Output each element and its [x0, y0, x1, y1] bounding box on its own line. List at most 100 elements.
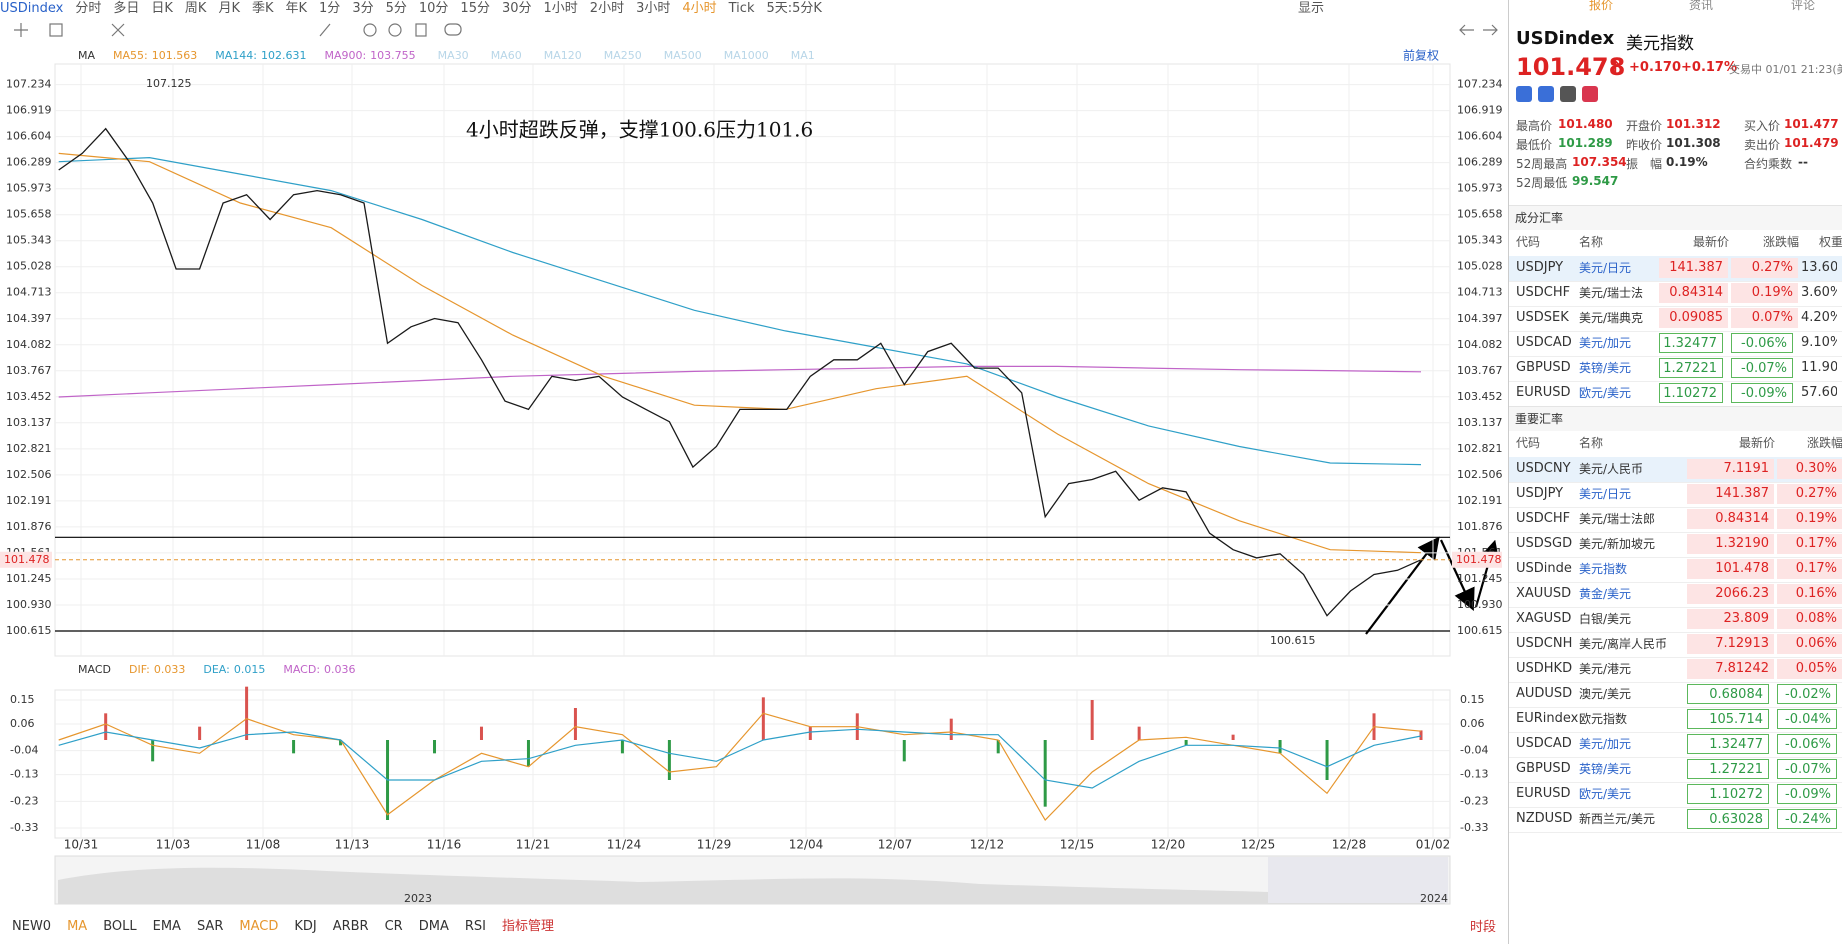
- panel-tab[interactable]: 报价: [1589, 0, 1614, 12]
- period-tab[interactable]: 30分: [501, 1, 532, 16]
- y-tick-label: 0.06: [1460, 717, 1485, 730]
- indicator-tab[interactable]: SAR: [196, 919, 224, 934]
- indicator-tab[interactable]: NEW0: [12, 919, 52, 934]
- macd-legend: MACD DIF: 0.033 DEA: 0.015 MACD: 0.036: [78, 663, 356, 676]
- x-tick-label: 11/03: [156, 838, 191, 852]
- period-tab[interactable]: 季K: [251, 1, 274, 16]
- cell: 101.478: [1687, 559, 1774, 579]
- table-row[interactable]: [1509, 306, 1842, 332]
- cell: -0.04%: [1777, 709, 1837, 729]
- period-tab[interactable]: 2小时: [589, 1, 625, 16]
- period-tab[interactable]: 1分: [319, 1, 341, 16]
- legend-name: DEA:: [203, 663, 229, 676]
- table-row[interactable]: [1509, 732, 1842, 758]
- table-row[interactable]: [1509, 281, 1842, 307]
- legend-name: MA900:: [324, 49, 366, 62]
- cell: 0.07%: [1731, 308, 1798, 328]
- view-select[interactable]: 显示: [1298, 1, 1325, 16]
- table-row[interactable]: [1509, 632, 1842, 658]
- macd-bar: [573, 708, 577, 740]
- cell: 0.84314: [1659, 283, 1728, 303]
- cell: USDCNH: [1516, 636, 1573, 651]
- x-tick-label: 11/21: [516, 838, 551, 852]
- period-tab[interactable]: 15分: [460, 1, 490, 16]
- ma-line: [58, 156, 1422, 466]
- y-tick-label: 104.082: [1457, 338, 1503, 351]
- cell: 11.90%: [1801, 360, 1837, 375]
- indicator-tab[interactable]: MACD: [239, 919, 279, 934]
- x-tick-label: 12/04: [789, 838, 824, 852]
- action-icon[interactable]: [1538, 86, 1554, 102]
- period-tab[interactable]: 年K: [285, 1, 308, 16]
- period-tab[interactable]: 分时: [75, 1, 102, 16]
- cell: USDCNY: [1516, 461, 1571, 476]
- y-tick-label: -0.13: [10, 768, 38, 781]
- legend-name: DIF:: [129, 663, 150, 676]
- table-row[interactable]: [1509, 507, 1842, 533]
- macd-bar: [1090, 700, 1094, 740]
- indicator-tab[interactable]: CR: [384, 919, 403, 934]
- x-tick-label: 01/02: [1416, 838, 1451, 852]
- table-row[interactable]: [1509, 582, 1842, 608]
- table-row[interactable]: [1509, 707, 1842, 733]
- table-row[interactable]: [1509, 657, 1842, 683]
- panel-tab[interactable]: 资讯: [1689, 0, 1714, 12]
- x-tick-label: 12/12: [970, 838, 1005, 852]
- session-tab[interactable]: 时段: [1470, 920, 1497, 935]
- period-tab[interactable]: 10分: [418, 1, 449, 16]
- period-tab[interactable]: Tick: [728, 1, 755, 16]
- y-tick-label: 106.289: [6, 156, 52, 169]
- legend-inactive: MA1000: [724, 49, 769, 62]
- indicator-tab[interactable]: ARBR: [332, 919, 369, 934]
- table-row[interactable]: [1509, 532, 1842, 558]
- period-tab[interactable]: 4小时: [682, 1, 717, 16]
- period-tab[interactable]: 5分: [385, 1, 407, 16]
- indicator-tab[interactable]: RSI: [464, 919, 486, 934]
- stat-value: 101.477: [1784, 117, 1839, 131]
- cell: USDJPY: [1516, 260, 1564, 275]
- period-tab[interactable]: 月K: [218, 1, 240, 16]
- table-row[interactable]: [1509, 557, 1842, 583]
- period-tab[interactable]: 1小时: [543, 1, 578, 16]
- cell: USDJPY: [1516, 486, 1564, 501]
- cell: 7.1191: [1687, 459, 1774, 479]
- macd-bar: [1419, 730, 1423, 740]
- action-icon[interactable]: [1560, 86, 1576, 102]
- table-row[interactable]: [1509, 757, 1842, 783]
- period-tab[interactable]: 多日: [113, 1, 140, 16]
- period-tab[interactable]: 3小时: [636, 1, 671, 16]
- y-tick-label: 107.234: [1457, 78, 1503, 91]
- cell: 3.60%: [1801, 285, 1837, 300]
- indicator-tab[interactable]: MA: [67, 919, 88, 934]
- indicator-tab[interactable]: 指标管理: [501, 919, 554, 934]
- stat-value: 99.547: [1572, 174, 1619, 188]
- indicator-tab[interactable]: BOLL: [103, 919, 137, 934]
- dea-line: [58, 728, 1422, 789]
- cell: USDHKD: [1516, 661, 1573, 676]
- indicator-tab[interactable]: KDJ: [294, 919, 317, 934]
- stat-label: 振 幅: [1626, 157, 1663, 171]
- table-row[interactable]: [1509, 782, 1842, 808]
- action-icon[interactable]: [1516, 86, 1532, 102]
- cell: 欧元指数: [1579, 712, 1628, 726]
- table-row[interactable]: [1509, 331, 1842, 357]
- x-tick-label: 11/16: [427, 838, 462, 852]
- cell: 美元指数: [1579, 562, 1628, 576]
- table-row[interactable]: [1509, 482, 1842, 508]
- column-header: 名称: [1579, 235, 1604, 249]
- table-row[interactable]: [1509, 807, 1842, 833]
- period-tab[interactable]: 周K: [184, 1, 207, 16]
- table-row[interactable]: [1509, 607, 1842, 633]
- y-tick-label: 107.234: [6, 78, 52, 91]
- period-tab[interactable]: 3分: [352, 1, 374, 16]
- table-row[interactable]: [1509, 682, 1842, 708]
- period-tab[interactable]: 日K: [151, 1, 173, 16]
- cell: 美元/加元: [1579, 737, 1632, 751]
- panel-tab[interactable]: 评论: [1791, 0, 1816, 12]
- table-row[interactable]: [1509, 356, 1842, 382]
- symbol-tab[interactable]: USDindex: [0, 1, 64, 16]
- range-select[interactable]: 5天:5分K: [766, 1, 822, 16]
- indicator-tab[interactable]: EMA: [152, 919, 181, 934]
- action-icon[interactable]: [1582, 86, 1598, 102]
- indicator-tab[interactable]: DMA: [418, 919, 449, 934]
